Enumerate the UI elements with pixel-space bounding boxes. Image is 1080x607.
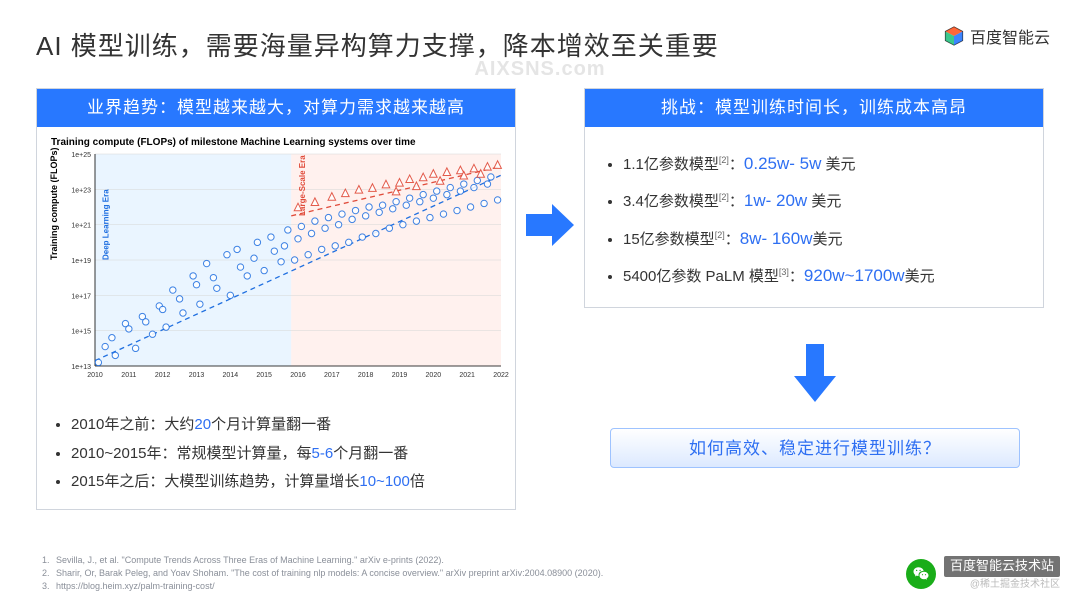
references: 1.Sevilla, J., et al. "Compute Trends Ac…: [42, 554, 603, 593]
reference-line: 3.https://blog.heim.xyz/palm-training-co…: [42, 580, 603, 593]
svg-text:2011: 2011: [121, 372, 136, 379]
svg-text:2021: 2021: [459, 372, 475, 379]
cost-item: 3.4亿参数模型[2]：1w- 20w 美元: [623, 182, 1023, 219]
arrow-down-icon: [790, 338, 840, 408]
wechat-texts: 百度智能云技术站 @稀土掘金技术社区: [944, 556, 1060, 591]
svg-text:1e+21: 1e+21: [71, 223, 91, 230]
logo-text: 百度智能云: [970, 24, 1050, 48]
wechat-main: 百度智能云技术站: [944, 556, 1060, 576]
right-list: 1.1亿参数模型[2]：0.25w- 5w 美元3.4亿参数模型[2]：1w- …: [585, 127, 1043, 295]
cost-item: 15亿参数模型[2]：8w- 160w美元: [623, 220, 1023, 257]
arrow-right-icon: [522, 200, 578, 250]
svg-text:1e+25: 1e+25: [71, 152, 91, 159]
page-title: AI 模型训练，需要海量异构算力支撑，降本增效至关重要: [36, 26, 719, 63]
question-box: 如何高效、稳定进行模型训练？: [610, 428, 1020, 468]
svg-text:1e+23: 1e+23: [71, 187, 91, 194]
slide: AI 模型训练，需要海量异构算力支撑，降本增效至关重要 百度智能云 AIXSNS…: [0, 0, 1080, 607]
right-panel: 挑战：模型训练时间长，训练成本高昂 1.1亿参数模型[2]：0.25w- 5w …: [584, 88, 1044, 308]
left-panel: 业界趋势：模型越来越大，对算力需求越来越高 Training compute (…: [36, 88, 516, 510]
reference-line: 1.Sevilla, J., et al. "Compute Trends Ac…: [42, 554, 603, 567]
svg-text:2019: 2019: [392, 372, 408, 379]
chart-svg: 1e+13 1e+15 1e+17 1e+19 1e+21 1e+23 1e+25 2010 2…: [49, 150, 509, 388]
right-panel-header: 挑战：模型训练时间长，训练成本高昂: [585, 89, 1043, 127]
svg-text:2015: 2015: [256, 372, 272, 379]
svg-text:2014: 2014: [223, 372, 239, 379]
svg-text:2012: 2012: [155, 372, 171, 379]
svg-text:1e+15: 1e+15: [71, 329, 91, 336]
svg-text:2020: 2020: [426, 372, 442, 379]
svg-text:2013: 2013: [189, 372, 205, 379]
svg-text:Large-Scale Era: Large-Scale Era: [298, 155, 307, 216]
svg-text:2016: 2016: [290, 372, 306, 379]
svg-text:1e+13: 1e+13: [71, 364, 91, 371]
wechat-badge: 百度智能云技术站 @稀土掘金技术社区: [906, 556, 1060, 591]
svg-text:Deep Learning Era: Deep Learning Era: [102, 189, 111, 260]
cost-item: 1.1亿参数模型[2]：0.25w- 5w 美元: [623, 145, 1023, 182]
left-bullet: 2010年之前：大约20个月计算量翻一番: [71, 411, 497, 440]
logo-icon: [944, 26, 964, 46]
svg-text:2017: 2017: [324, 372, 340, 379]
svg-text:2022: 2022: [493, 372, 509, 379]
svg-text:2010: 2010: [87, 372, 103, 379]
chart-area: Training compute (FLOPs) of milestone Ma…: [37, 127, 515, 399]
left-bullet: 2010~2015年：常规模型计算量，每5-6个月翻一番: [71, 440, 497, 469]
brand-logo: 百度智能云: [944, 24, 1050, 48]
svg-text:1e+19: 1e+19: [71, 258, 91, 265]
wechat-icon: [906, 559, 936, 589]
chart-title: Training compute (FLOPs) of milestone Ma…: [51, 137, 507, 148]
cost-item: 5400亿参数 PaLM 模型[3]：920w~1700w美元: [623, 257, 1023, 294]
svg-text:2018: 2018: [358, 372, 374, 379]
left-panel-header: 业界趋势：模型越来越大，对算力需求越来越高: [37, 89, 515, 127]
left-bullet: 2015年之后：大模型训练趋势，计算量增长10~100倍: [71, 468, 497, 497]
reference-line: 2.Sharir, Or, Barak Peleg, and Yoav Shoh…: [42, 567, 603, 580]
left-bullets: 2010年之前：大约20个月计算量翻一番2010~2015年：常规模型计算量，每…: [37, 399, 515, 497]
wechat-sub: @稀土掘金技术社区: [944, 579, 1060, 592]
chart-canvas: Training compute (FLOPs) 1e+131e+151e+17…: [49, 150, 509, 388]
svg-text:1e+17: 1e+17: [71, 293, 91, 300]
